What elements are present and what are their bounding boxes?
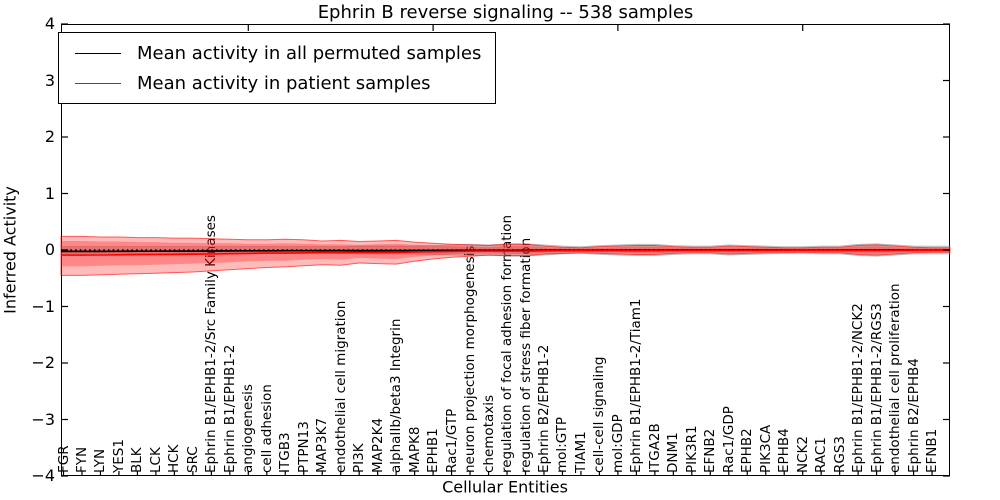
chart-title: Ephrin B reverse signaling -- 538 sample… [317,2,694,23]
y-tick-label: 3 [44,70,55,90]
legend-item-permuted: Mean activity in all permuted samples [59,38,481,68]
patient-band-outer [60,235,951,276]
patient-band-inner [61,241,950,267]
x-axis-label: Cellular Entities [442,477,568,497]
y-tick-label: 1 [44,183,55,203]
y-tick-label: 0 [44,240,55,259]
legend-label-permuted: Mean activity in all permuted samples [137,42,482,64]
chart-canvas [60,23,951,477]
y-tick-label: −4 [31,466,55,485]
y-tick-label: −1 [31,296,55,316]
y-tick-label: 2 [44,127,55,146]
patient-line-swatch [75,82,121,84]
legend-item-patient: Mean activity in patient samples [59,68,481,98]
patient-mean-line [61,249,950,256]
legend: Mean activity in all permuted samples Me… [58,32,497,104]
y-tick-label: −3 [31,409,55,429]
legend-label-patient: Mean activity in patient samples [137,72,431,94]
y-tick-label: 4 [44,14,55,33]
y-tick-label: −2 [31,353,55,372]
permuted-line-swatch [75,52,121,54]
